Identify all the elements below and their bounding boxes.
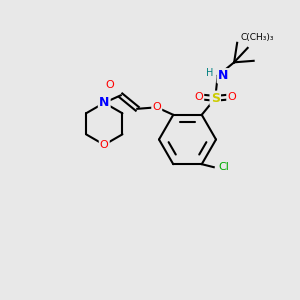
Text: N: N [99,96,110,109]
Text: C(CH₃)₃: C(CH₃)₃ [240,33,274,42]
Text: Cl: Cl [219,162,230,172]
Text: O: O [227,92,236,102]
Text: O: O [100,140,109,150]
Text: S: S [211,92,220,105]
Text: N: N [218,69,228,82]
Text: O: O [106,80,115,90]
Text: O: O [152,102,161,112]
Text: H: H [206,68,214,78]
Text: O: O [194,92,203,102]
